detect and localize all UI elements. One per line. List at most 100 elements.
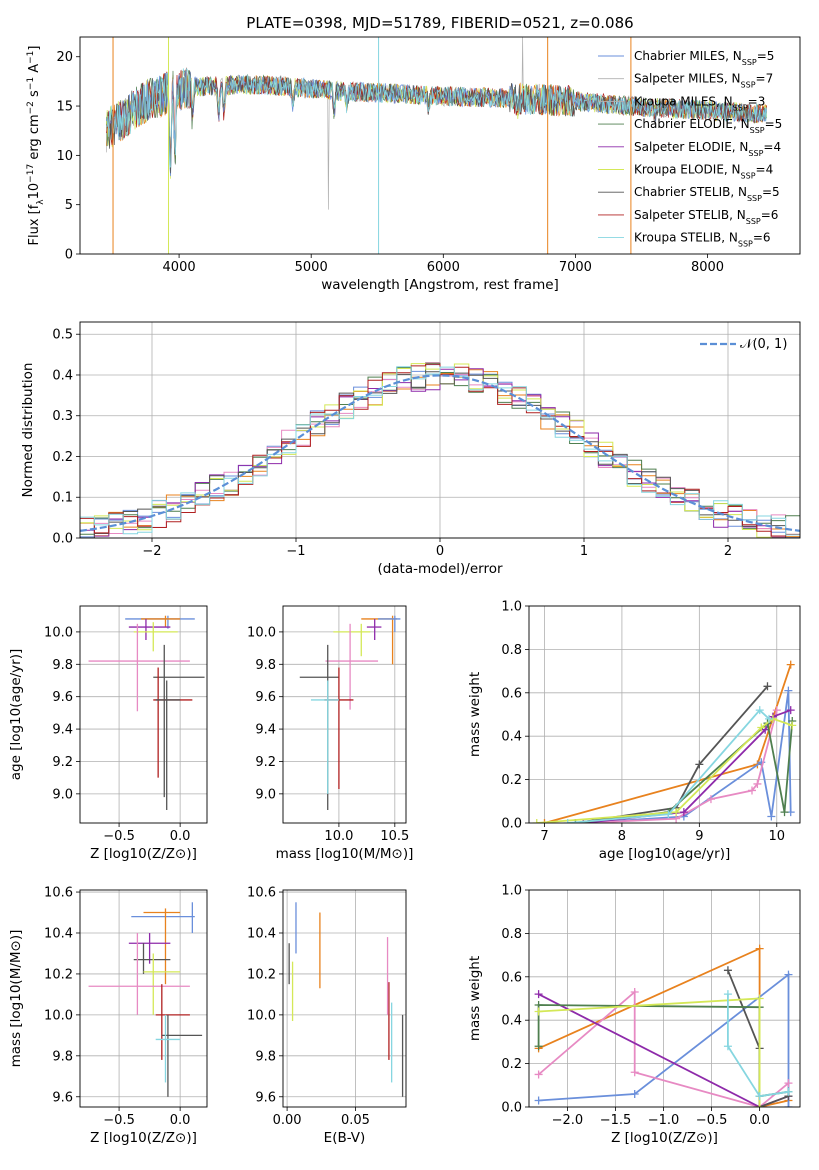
legend-n: =5 <box>762 185 780 199</box>
x-tick-label: 8000 <box>691 260 724 275</box>
weight-series-line <box>727 994 789 1098</box>
weight_vs_Z-ylabel: mass weight <box>467 956 483 1041</box>
y-tick-label: 9.2 <box>52 755 73 770</box>
legend-n: =5 <box>765 117 783 131</box>
age_vs_Z-errorbars <box>88 615 205 811</box>
y-tick-label: 0.0 <box>501 817 522 832</box>
spectrum-ylabel-part: Flux [f <box>27 204 42 245</box>
x-tick-label: −1.5 <box>600 1113 632 1128</box>
legend-entry: Salpeter ELODIE, NSSP=4 <box>634 140 781 158</box>
y-tick-label: 9.6 <box>255 1090 276 1105</box>
spectrum-xlabel: wavelength [Angstrom, rest frame] <box>321 277 559 293</box>
spectrum-ylabel-part: A <box>27 64 42 77</box>
y-tick-label: 0.4 <box>501 730 522 745</box>
spectrum-ylabel-part: ] <box>27 46 42 51</box>
y-tick-label: 9.8 <box>255 658 276 673</box>
weight-point-marker <box>784 1087 793 1096</box>
mass_vs_Z-xlabel: Z [log10(Z/Z⊙)] <box>90 1130 197 1146</box>
x-tick-label: −2 <box>142 544 161 559</box>
legend-label: Chabrier STELIB, N <box>634 185 747 199</box>
legend-label: Kroupa MILES, N <box>634 94 733 108</box>
weight-point-marker <box>672 808 681 817</box>
x-tick-label: 4000 <box>163 260 196 275</box>
weight_vs_age-lines <box>532 660 797 823</box>
legend-label: Chabrier ELODIE, N <box>634 117 750 131</box>
weight-point-marker <box>755 706 764 715</box>
weight-point-marker <box>534 990 543 999</box>
legend-sub: SSP <box>738 239 753 248</box>
age_vs_mass-xlabel: mass [log10(M/M⊙)] <box>276 846 414 862</box>
spectrum-ylabel-part: −2 <box>26 101 36 114</box>
x-tick-label: −0.5 <box>696 1113 728 1128</box>
weight-point-marker <box>784 970 793 979</box>
y-tick-label: 9.8 <box>52 1049 73 1064</box>
weight-point-marker <box>765 714 774 723</box>
legend-label: Salpeter ELODIE, N <box>634 140 748 154</box>
weight-point-marker <box>534 1042 543 1051</box>
y-tick-label: 0.6 <box>501 970 522 985</box>
weight_vs_age-ylabel: mass weight <box>467 672 483 757</box>
spectrum-series-line <box>106 70 767 174</box>
y-tick-label: 10.6 <box>44 886 73 901</box>
legend-n: =3 <box>748 94 766 108</box>
x-tick-label: 10.0 <box>324 829 353 844</box>
weight_vs_age-xlabel: age [log10(age/yr)] <box>599 846 731 862</box>
x-tick-label: 0.05 <box>341 1113 370 1128</box>
weight-point-marker <box>579 819 588 823</box>
x-tick-label: 1 <box>580 544 588 559</box>
weight-point-marker <box>664 810 673 819</box>
weight_vs_Z-axes: −2.0 −1.5 −1.0 −0.5 0.0 0.0 0.2 0.4 0.6 0.8 1.0 <box>501 884 800 1128</box>
x-tick-label: 6000 <box>427 260 460 275</box>
weight-point-marker <box>630 1068 639 1077</box>
spectrum-ylabel-part: −1 <box>26 51 36 64</box>
residuals-xlabel: (data-model)/error <box>377 561 503 577</box>
y-tick-label: 1.0 <box>501 884 522 899</box>
weight-series-line <box>538 972 790 1107</box>
x-tick-label: 0 <box>436 544 444 559</box>
mass_vs_EBV-axes: 0.00 0.05 9.6 9.8 10.0 10.2 10.4 10.6 <box>247 886 406 1128</box>
legend-n: =4 <box>756 163 774 177</box>
x-tick-label: 9 <box>695 829 703 844</box>
y-tick-label: 0.8 <box>501 927 522 942</box>
x-tick-label: 2 <box>724 544 732 559</box>
weight-series-line <box>567 708 770 823</box>
y-tick-label: 10.0 <box>44 625 73 640</box>
spectrum-ylabel-part: 10 <box>27 183 42 200</box>
y-tick-label: 0.0 <box>501 1101 522 1116</box>
x-tick-label: −1.0 <box>648 1113 680 1128</box>
weight-point-marker <box>786 660 795 669</box>
weight-point-marker <box>755 944 764 953</box>
x-tick-label: −1 <box>286 544 305 559</box>
weight-point-marker <box>767 812 776 821</box>
weight-point-marker <box>757 723 766 732</box>
y-tick-label: 0.6 <box>501 686 522 701</box>
legend-n: =6 <box>753 231 771 245</box>
x-tick-label: 0.0 <box>749 1113 770 1128</box>
mass_vs_EBV-xlabel: E(B-V) <box>324 1130 366 1146</box>
weight-point-marker <box>563 819 572 823</box>
legend-sub: SSP <box>748 148 763 157</box>
weight-point-marker <box>755 1103 764 1107</box>
weight-point-marker <box>753 779 762 788</box>
y-tick-label: 20 <box>56 50 73 65</box>
histogram-series <box>80 366 800 536</box>
y-tick-label: 0 <box>65 248 73 263</box>
x-tick-label: −2.0 <box>552 1113 584 1128</box>
legend-label: Kroupa ELODIE, N <box>634 163 741 177</box>
weight-point-marker <box>755 994 764 1003</box>
x-tick-label: −0.5 <box>103 829 135 844</box>
x-tick-label: 10.5 <box>380 829 409 844</box>
spectrum-ylabel-part: λ <box>36 199 46 205</box>
x-tick-label: −0.5 <box>103 1113 135 1128</box>
age_vs_Z-axes: −0.5 0.0 9.0 9.2 9.4 9.6 9.8 10.0 <box>44 606 207 844</box>
weight-point-marker <box>784 686 793 695</box>
legend-sub: SSP <box>741 80 756 89</box>
x-tick-label: 10 <box>768 829 785 844</box>
legend-gauss-label: 𝒩(0, 1) <box>740 337 787 352</box>
y-tick-label: 9.2 <box>255 755 276 770</box>
y-tick-label: 10.0 <box>44 1008 73 1023</box>
weight-point-marker <box>763 682 772 691</box>
y-tick-label: 10.6 <box>247 886 276 901</box>
y-tick-label: 10.0 <box>247 1008 276 1023</box>
